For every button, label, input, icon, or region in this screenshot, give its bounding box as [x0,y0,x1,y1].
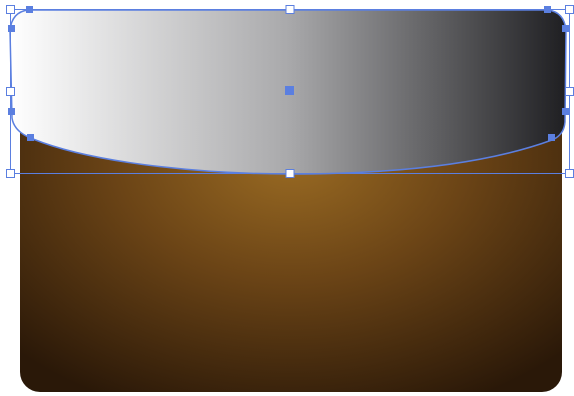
handle-bottom-right[interactable] [565,169,574,178]
anchor-point[interactable] [8,25,15,32]
anchor-point[interactable] [8,108,15,115]
anchor-point[interactable] [562,108,569,115]
anchor-point[interactable] [548,134,555,141]
handle-middle-left[interactable] [6,87,15,96]
handle-top-left[interactable] [6,5,15,14]
path-anchor-points [8,6,569,141]
anchor-point[interactable] [544,6,551,13]
handle-top-center[interactable] [285,5,295,14]
handle-bottom-center[interactable] [285,169,295,178]
handle-middle-right[interactable] [565,87,574,96]
handle-bottom-left[interactable] [6,169,15,178]
anchor-point[interactable] [27,134,34,141]
handle-top-right[interactable] [565,5,574,14]
anchor-point[interactable] [26,6,33,13]
anchor-point[interactable] [562,25,569,32]
center-icon [285,86,294,95]
